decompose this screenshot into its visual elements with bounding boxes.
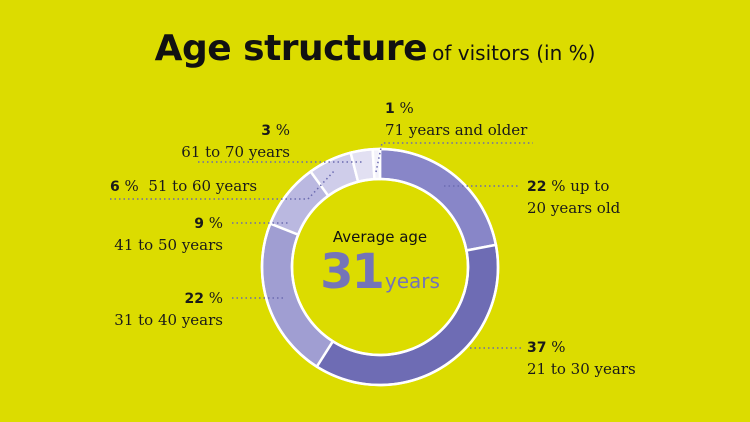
label-text: 41 to 50 years	[114, 236, 223, 254]
average-age-unit: years	[384, 269, 440, 293]
label-31-to-40: 22 % 31 to 40 years	[114, 288, 223, 331]
label-text: 71 years and older	[385, 121, 528, 139]
label-text: 51 to 60 years	[148, 177, 258, 195]
leader-lines	[110, 142, 533, 349]
label-text: 61 to 70 years	[181, 143, 290, 161]
label-pct-suffix: %	[546, 338, 566, 356]
average-age-value: 31	[320, 244, 385, 300]
center-value: 31 years	[300, 244, 460, 300]
title-main: Age structure	[154, 28, 428, 69]
label-pct-suffix: %	[203, 214, 223, 232]
label-pct: 3	[261, 123, 271, 139]
label-21-to-30: 37 % 21 to 30 years	[527, 337, 636, 380]
label-71-and-older: 1 % 71 years and older	[385, 98, 527, 141]
label-text: 20 years old	[527, 199, 621, 217]
chart-title: Age structure of visitors (in %)	[0, 28, 750, 69]
label-pct-suffix: %	[270, 121, 290, 139]
label-text: 31 to 40 years	[114, 311, 223, 329]
label-up-to-20: 22 % up to 20 years old	[527, 176, 620, 219]
donut-segment	[371, 147, 382, 181]
label-61-to-70: 3 % 61 to 70 years	[181, 120, 290, 163]
label-41-to-50: 9 % 41 to 50 years	[114, 213, 223, 256]
label-pct: 1	[385, 101, 395, 117]
label-pct-suffix: %	[119, 177, 139, 195]
label-pct: 9	[194, 216, 204, 232]
label-pct-suffix: %	[203, 289, 223, 307]
label-text: 21 to 30 years	[527, 360, 636, 378]
label-pct: 37	[527, 340, 547, 356]
label-pct: 22	[184, 291, 204, 307]
label-pct: 22	[527, 179, 547, 195]
donut-segments	[260, 147, 500, 387]
label-pct: 6	[110, 179, 120, 195]
center-label: Average age	[332, 228, 428, 246]
title-sub: of visitors (in %)	[432, 41, 596, 65]
label-pct-suffix: %	[394, 99, 414, 117]
label-pct-suffix: % up to	[546, 177, 610, 195]
label-51-to-60: 6 % 51 to 60 years	[110, 176, 257, 198]
